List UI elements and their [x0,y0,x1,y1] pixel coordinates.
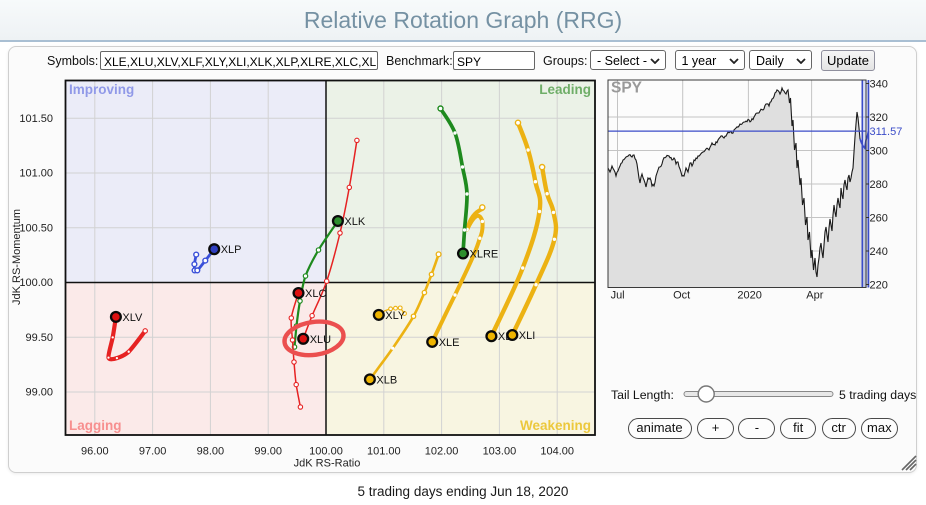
svg-text:101.00: 101.00 [19,168,53,180]
svg-text:220: 220 [870,279,888,291]
svg-text:240: 240 [870,246,888,258]
svg-text:103.00: 103.00 [483,446,517,458]
svg-text:Jul: Jul [611,290,625,302]
svg-text:102.00: 102.00 [425,446,459,458]
svg-text:XLB: XLB [376,374,397,386]
svg-text:XLV: XLV [122,312,143,324]
svg-text:99.50: 99.50 [25,332,53,344]
svg-text:311.57: 311.57 [870,126,903,138]
svg-text:100.00: 100.00 [19,277,53,289]
svg-text:XLC: XLC [305,288,326,300]
svg-text:Apr: Apr [806,290,823,302]
svg-text:XLRE: XLRE [470,249,499,261]
svg-text:XLP: XLP [221,244,242,256]
svg-text:Weakening: Weakening [520,418,591,433]
svg-text:97.00: 97.00 [139,446,167,458]
svg-text:100.00: 100.00 [309,446,343,458]
svg-text:300: 300 [870,145,888,157]
svg-text:XLK: XLK [344,216,365,228]
svg-text:Oct: Oct [673,290,690,302]
svg-text:99.00: 99.00 [25,387,53,399]
svg-text:96.00: 96.00 [81,446,109,458]
svg-text:2020: 2020 [737,290,761,302]
svg-text:101.00: 101.00 [367,446,401,458]
svg-text:340: 340 [870,78,888,90]
svg-text:280: 280 [870,179,888,191]
svg-text:JdK RS-Ratio: JdK RS-Ratio [294,458,361,470]
svg-text:104.00: 104.00 [540,446,574,458]
svg-text:XLE: XLE [439,337,460,349]
svg-text:XLY: XLY [385,310,406,322]
svg-text:100.50: 100.50 [19,222,53,234]
svg-text:98.00: 98.00 [197,446,225,458]
svg-text:260: 260 [870,212,888,224]
svg-text:Improving: Improving [69,82,134,97]
svg-text:JdK RS-Momentum: JdK RS-Momentum [11,209,23,305]
svg-text:Leading: Leading [539,82,591,97]
svg-text:99.00: 99.00 [254,446,282,458]
svg-text:320: 320 [870,112,888,124]
svg-text:XLU: XLU [310,334,331,346]
svg-text:XLI: XLI [519,330,536,342]
svg-text:101.50: 101.50 [19,113,53,125]
svg-text:Lagging: Lagging [69,418,122,433]
svg-text:SPY: SPY [611,80,643,97]
